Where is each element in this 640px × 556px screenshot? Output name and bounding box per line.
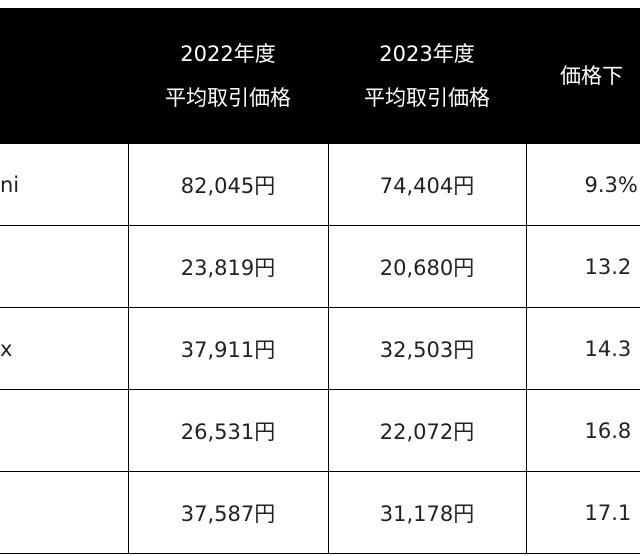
table-cell: 22,072円 [327,389,526,472]
header-line: 平均取引価格 [364,85,490,110]
table-row: ni 82,045円 74,404円 9.3% [0,143,640,226]
table-cell: 37,587円 [127,471,328,554]
table-cell: x [0,307,128,390]
table-cell: 13.2 [525,225,640,308]
table-row: 23,819円 20,680円 13.2 [0,225,640,308]
table-cell: 26,531円 [127,389,328,472]
table-cell [0,471,128,554]
header-line: 平均取引価格 [165,85,291,110]
table-cell: 9.3% [525,143,640,226]
header-cell: 価格下 [526,8,640,144]
header-line: 2023年度 [379,41,475,66]
header-line: 2022年度 [180,41,276,66]
table-cell: 32,503円 [327,307,526,390]
table-cell: 23,819円 [127,225,328,308]
header-row: 2022年度 平均取引価格 2023年度 平均取引価格 価格下 [0,8,640,144]
table-row: 37,587円 31,178円 17.1 [0,471,640,554]
table-row: x 37,911円 32,503円 14.3 [0,307,640,390]
table-cell: 17.1 [525,471,640,554]
table-row: 26,531円 22,072円 16.8 [0,389,640,472]
header-cell: 2022年度 平均取引価格 [128,8,328,144]
table-cell: 82,045円 [127,143,328,226]
header-cell: 2023年度 平均取引価格 [328,8,526,144]
table-cell: 16.8 [525,389,640,472]
table-cell: 37,911円 [127,307,328,390]
table-cell: 31,178円 [327,471,526,554]
table-cell: 20,680円 [327,225,526,308]
table-cell: 74,404円 [327,143,526,226]
price-table: 2022年度 平均取引価格 2023年度 平均取引価格 価格下 ni 82,045円 7… [0,8,640,554]
table-cell [0,225,128,308]
table-cell: 14.3 [525,307,640,390]
table-cell [0,389,128,472]
table-cell: ni [0,143,128,226]
header-cell [0,8,128,144]
